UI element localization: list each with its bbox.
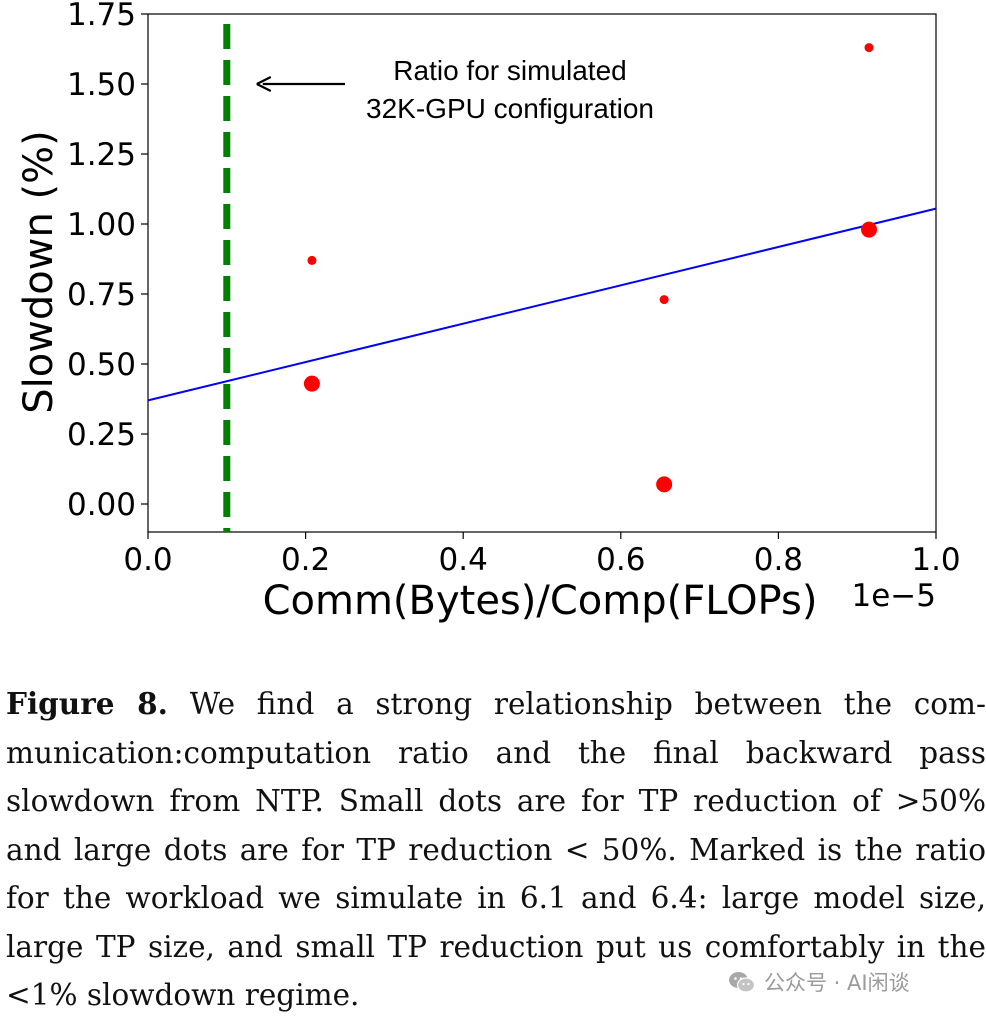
wechat-icon (728, 970, 756, 994)
x-tick-label: 0.6 (596, 542, 645, 578)
x-tick-label: 0.0 (123, 542, 172, 578)
watermark: 公众号 · AI闲谈 (728, 962, 910, 1002)
y-tick-label: 1.25 (67, 137, 136, 173)
fit-line-layer (147, 207, 937, 402)
small-data-point (864, 43, 874, 53)
x-tick-label: 0.8 (754, 542, 803, 578)
small-data-point (307, 255, 317, 265)
y-tick-label: 0.50 (67, 347, 136, 383)
watermark-text: 公众号 · AI闲谈 (764, 971, 910, 995)
x-axis-multiplier: 1e−5 (852, 578, 937, 614)
y-tick-label: 1.50 (67, 67, 136, 103)
caption-label: Figure 8. (6, 686, 168, 721)
y-tick-label: 1.75 (67, 0, 136, 33)
y-tick-label: 0.00 (67, 487, 136, 523)
plot-frame (147, 13, 937, 533)
y-axis-ticks: 0.00 0.25 0.50 0.75 1.00 1.25 1.50 1.75 (67, 0, 148, 523)
y-tick-label: 0.25 (67, 417, 136, 453)
fit-line (147, 207, 937, 402)
figure-caption: Figure 8. We find a strong relationship … (6, 680, 986, 1020)
y-tick-label: 1.00 (67, 207, 136, 243)
x-tick-label: 1.0 (911, 542, 960, 578)
scatter-chart: 0.0 0.2 0.4 0.6 0.8 1.0 0.00 0.25 0.50 0.75 1.00 1… (16, 0, 961, 624)
annotation-arrow-head (256, 76, 272, 92)
x-axis-title: Comm(Bytes)/Comp(FLOPs) (263, 578, 818, 624)
small-data-point (659, 295, 669, 305)
large-data-point (656, 476, 673, 493)
large-data-point (861, 221, 878, 238)
x-axis-ticks: 0.0 0.2 0.4 0.6 0.8 1.0 (123, 532, 961, 578)
data-points-layer (303, 43, 878, 493)
caption-text: We find a strong relationship between th… (6, 687, 986, 1012)
x-tick-label: 0.4 (439, 542, 488, 578)
x-tick-label: 0.2 (281, 542, 330, 578)
annotation-text-line: 32K-GPU configuration (366, 93, 654, 124)
y-axis-title: Slowdown (%) (16, 130, 62, 414)
y-tick-label: 0.75 (67, 277, 136, 313)
annotation-text-line: Ratio for simulated (393, 55, 626, 86)
large-data-point (303, 375, 320, 392)
annotation-layer: Ratio for simulated 32K-GPU configuration (256, 55, 654, 124)
